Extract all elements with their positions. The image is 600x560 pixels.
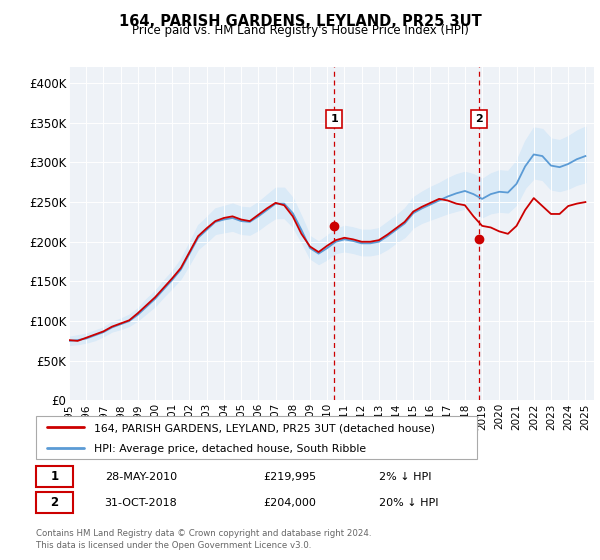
Text: £204,000: £204,000 [263, 498, 316, 507]
Text: 31-OCT-2018: 31-OCT-2018 [104, 498, 178, 507]
FancyBboxPatch shape [36, 466, 73, 487]
Text: Price paid vs. HM Land Registry's House Price Index (HPI): Price paid vs. HM Land Registry's House … [131, 24, 469, 37]
Text: 1: 1 [50, 470, 59, 483]
Text: 2: 2 [475, 114, 483, 124]
Text: 164, PARISH GARDENS, LEYLAND, PR25 3UT (detached house): 164, PARISH GARDENS, LEYLAND, PR25 3UT (… [94, 423, 435, 433]
Text: 2: 2 [50, 496, 59, 509]
Text: HPI: Average price, detached house, South Ribble: HPI: Average price, detached house, Sout… [94, 444, 366, 454]
Text: 28-MAY-2010: 28-MAY-2010 [104, 472, 177, 482]
FancyBboxPatch shape [36, 492, 73, 513]
FancyBboxPatch shape [36, 416, 477, 459]
Text: Contains HM Land Registry data © Crown copyright and database right 2024.
This d: Contains HM Land Registry data © Crown c… [36, 529, 371, 550]
Text: 164, PARISH GARDENS, LEYLAND, PR25 3UT: 164, PARISH GARDENS, LEYLAND, PR25 3UT [119, 14, 481, 29]
Text: 20% ↓ HPI: 20% ↓ HPI [379, 498, 439, 507]
Text: 2% ↓ HPI: 2% ↓ HPI [379, 472, 432, 482]
Text: £219,995: £219,995 [263, 472, 316, 482]
Text: 1: 1 [331, 114, 338, 124]
